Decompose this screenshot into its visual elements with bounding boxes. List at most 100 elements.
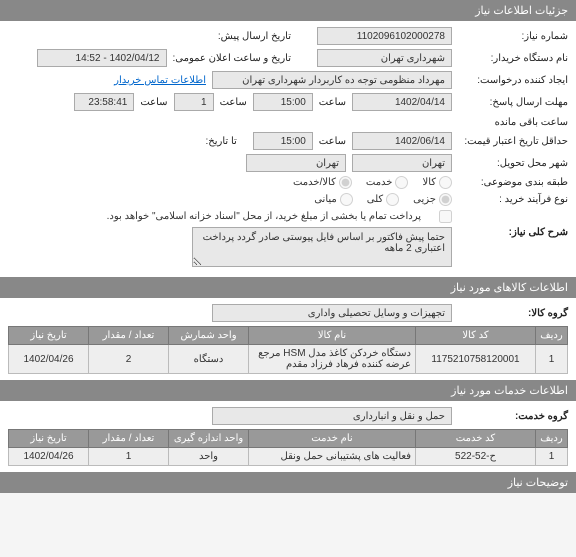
radio-service[interactable]: خدمت <box>366 176 409 189</box>
row-class: طبقه بندی موضوعی: کالا خدمت کالا/خدمت <box>8 176 568 189</box>
td-s-qty: 1 <box>89 448 169 466</box>
th-s-idx: ردیف <box>536 430 568 448</box>
table-row: 1 ح-52-522 فعالیت های پشتیبانی حمل ونقل … <box>9 448 568 466</box>
td-g-qty: 2 <box>89 345 169 374</box>
lbl-until: تا تاریخ: <box>205 136 236 147</box>
lbl-goods-group: گروه کالا: <box>458 308 568 319</box>
th-s-qty: تعداد / مقدار <box>89 430 169 448</box>
row-creator: ایجاد کننده درخواست: مهرداد منظومی توجه … <box>8 71 568 89</box>
row-svc-group: گروه خدمت: حمل و نقل و انبارداری <box>8 407 568 425</box>
fld-svc-group: حمل و نقل و انبارداری <box>212 407 452 425</box>
lbl-public-dt: تاریخ و ساعت اعلان عمومی: <box>173 53 292 64</box>
sec-gen-desc: شرح کلی نیاز: <box>458 227 568 238</box>
contact-link[interactable]: اطلاعات تماس خریدار <box>114 75 206 86</box>
radio-both[interactable]: کالا/خدمت <box>293 176 352 189</box>
footer-bar: توضیحات نیاز <box>0 472 576 493</box>
fld-valid-date: 1402/06/14 <box>352 132 452 150</box>
th-s-name: نام خدمت <box>249 430 416 448</box>
fld-req-no: 1102096102000278 <box>317 27 452 45</box>
th-g-qty: تعداد / مقدار <box>89 327 169 345</box>
lbl-remain: ساعت باقی مانده <box>495 117 568 128</box>
td-s-unit: واحد <box>169 448 249 466</box>
radio-full-lbl: کلی <box>367 194 383 205</box>
lbl-class: طبقه بندی موضوعی: <box>458 177 568 188</box>
lbl-svc-group: گروه خدمت: <box>458 411 568 422</box>
th-g-unit: واحد شمارش <box>169 327 249 345</box>
lbl-time-4: ساعت <box>319 136 346 147</box>
fld-reply-count: 1 <box>174 93 214 111</box>
row-reply: مهلت ارسال پاسخ: 1402/04/14 ساعت 15:00 س… <box>8 93 568 128</box>
td-s-idx: 1 <box>536 448 568 466</box>
th-g-idx: ردیف <box>536 327 568 345</box>
goods-bar-title: اطلاعات کالاهای مورد نیاز <box>451 282 568 294</box>
fld-goods-group: تجهیزات و وسایل تحصیلی واداری <box>212 304 452 322</box>
lbl-time-1: ساعت <box>319 97 346 108</box>
lbl-deliver-loc: شهر محل تحویل: <box>458 158 568 169</box>
row-req-no: شماره نیاز: 1102096102000278 تاریخ ارسال… <box>8 27 568 45</box>
svc-form: گروه خدمت: حمل و نقل و انبارداری ردیف کد… <box>0 401 576 472</box>
fld-city: تهران <box>352 154 452 172</box>
th-s-code: کد خدمت <box>416 430 536 448</box>
radio-goods[interactable]: کالا <box>422 176 452 189</box>
radio-both-lbl: کالا/خدمت <box>293 177 336 188</box>
lbl-send-dt: تاریخ ارسال پیش: <box>218 31 291 42</box>
chk-pay[interactable] <box>439 210 452 223</box>
lbl-buy-proc: نوع فرآیند خرید : <box>458 194 568 205</box>
row-buyer: نام دستگاه خریدار: شهرداری تهران تاریخ و… <box>8 49 568 67</box>
th-g-date: تاریخ نیاز <box>9 327 89 345</box>
lbl-time-3: ساعت <box>140 97 167 108</box>
fld-city2: تهران <box>246 154 346 172</box>
details-panel: جزئیات اطلاعات نیاز شماره نیاز: 11020961… <box>0 0 576 493</box>
goods-form: گروه کالا: تجهیزات و وسایل تحصیلی واداری… <box>0 298 576 380</box>
th-s-unit: واحد اندازه گیری <box>169 430 249 448</box>
th-s-date: تاریخ نیاز <box>9 430 89 448</box>
lbl-reply-dl: مهلت ارسال پاسخ: <box>458 97 568 108</box>
td-s-date: 1402/04/26 <box>9 448 89 466</box>
radio-partial[interactable]: جزیی <box>413 193 452 206</box>
table-row: 1 1175210758120001 دستگاه خردکن کاغذ مدل… <box>9 345 568 374</box>
radio-partial-lbl: جزیی <box>413 194 436 205</box>
form-area: شماره نیاز: 1102096102000278 تاریخ ارسال… <box>0 21 576 277</box>
fld-creator: مهرداد منظومی توجه ده کاربردار شهرداری ت… <box>212 71 452 89</box>
td-s-name: فعالیت های پشتیبانی حمل ونقل <box>249 448 416 466</box>
row-valid: حداقل تاریخ اعتبار قیمت: 1402/06/14 ساعت… <box>8 132 568 150</box>
radio-mid-lbl: میانی <box>314 194 337 205</box>
svc-bar: اطلاعات خدمات مورد نیاز <box>0 380 576 401</box>
pay-note: پرداخت تمام یا بخشی از مبلغ خرید، از محل… <box>107 211 421 222</box>
radio-goods-lbl: کالا <box>422 177 436 188</box>
goods-bar: اطلاعات کالاهای مورد نیاز <box>0 277 576 298</box>
radio-full[interactable]: کلی <box>367 193 399 206</box>
fld-valid-time: 15:00 <box>253 132 313 150</box>
radio-service-lbl: خدمت <box>366 177 393 188</box>
fld-reply-date: 1402/04/14 <box>352 93 452 111</box>
lbl-valid-min: حداقل تاریخ اعتبار قیمت: <box>458 136 568 147</box>
svc-header-row: ردیف کد خدمت نام خدمت واحد اندازه گیری ت… <box>9 430 568 448</box>
fld-public-dt: 1402/04/12 - 14:52 <box>37 49 167 67</box>
row-proc: نوع فرآیند خرید : جزیی کلی میانی <box>8 193 568 206</box>
td-s-code: ح-52-522 <box>416 448 536 466</box>
svc-bar-title: اطلاعات خدمات مورد نیاز <box>451 385 568 397</box>
fld-desc: حتما پیش فاکتور بر اساس فایل پیوستی صادر… <box>192 227 452 267</box>
row-desc: شرح کلی نیاز: حتما پیش فاکتور بر اساس فا… <box>8 227 568 267</box>
radio-mid[interactable]: میانی <box>314 193 353 206</box>
td-g-unit: دستگاه <box>169 345 249 374</box>
goods-table: ردیف کد کالا نام کالا واحد شمارش تعداد /… <box>8 326 568 374</box>
fld-buyer: شهرداری تهران <box>317 49 452 67</box>
header-bar: جزئیات اطلاعات نیاز <box>0 0 576 21</box>
td-g-date: 1402/04/26 <box>9 345 89 374</box>
lbl-buyer: نام دستگاه خریدار: <box>458 53 568 64</box>
fld-reply-time: 15:00 <box>253 93 313 111</box>
footer-title: توضیحات نیاز <box>508 477 568 489</box>
fld-remain: 23:58:41 <box>74 93 134 111</box>
svc-table: ردیف کد خدمت نام خدمت واحد اندازه گیری ت… <box>8 429 568 466</box>
lbl-creator: ایجاد کننده درخواست: <box>458 75 568 86</box>
header-title: جزئیات اطلاعات نیاز <box>475 5 568 17</box>
td-g-name: دستگاه خردکن کاغذ مدل HSM مرجع عرضه کنند… <box>249 345 416 374</box>
td-g-code: 1175210758120001 <box>416 345 536 374</box>
lbl-time-2: ساعت <box>220 97 247 108</box>
th-g-name: نام کالا <box>249 327 416 345</box>
row-paynote: پرداخت تمام یا بخشی از مبلغ خرید، از محل… <box>8 210 568 223</box>
td-g-idx: 1 <box>536 345 568 374</box>
th-g-code: کد کالا <box>416 327 536 345</box>
lbl-req-no: شماره نیاز: <box>458 31 568 42</box>
